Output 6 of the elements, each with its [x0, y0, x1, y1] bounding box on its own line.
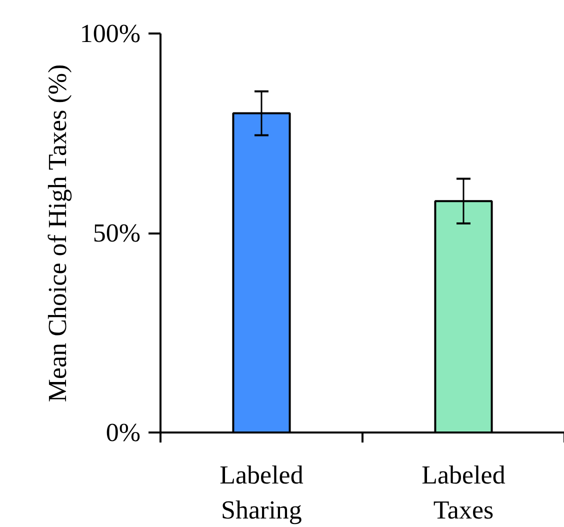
y-tick-label: 100%	[80, 19, 141, 48]
x-tick-label: Labeled Sharing	[220, 460, 304, 524]
y-tick-label: 50%	[92, 218, 141, 248]
y-tick-label: 0%	[106, 418, 141, 447]
y-axis-title: Mean Choice of High Taxes (%)	[42, 64, 72, 402]
x-tick-label: Labeled Taxes	[422, 460, 506, 524]
